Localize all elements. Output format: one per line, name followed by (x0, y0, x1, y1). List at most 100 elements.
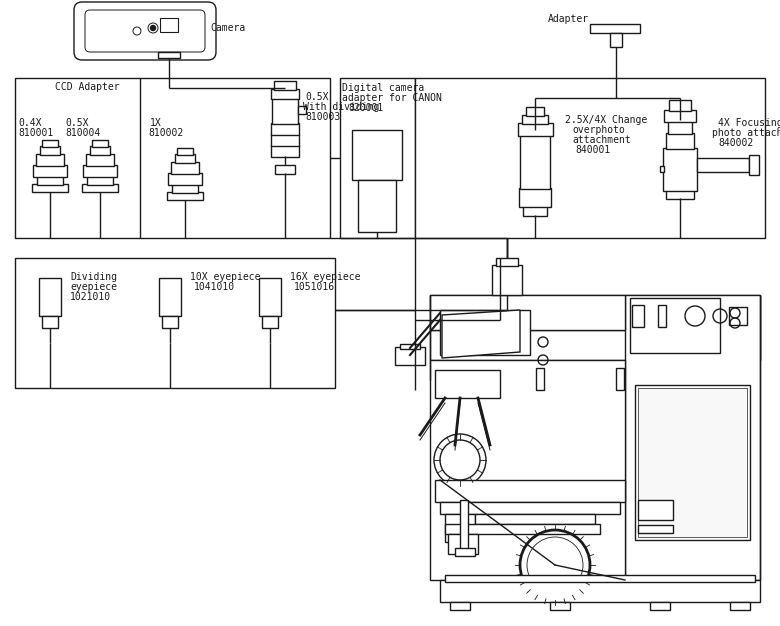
Text: 1X: 1X (150, 118, 161, 128)
Bar (658, 305, 666, 327)
Bar (630, 298, 720, 353)
Text: 840002: 840002 (718, 138, 753, 148)
Bar (450, 602, 470, 610)
Bar (445, 575, 755, 582)
Bar (522, 115, 548, 124)
Bar (729, 307, 747, 325)
Bar (271, 134, 299, 146)
Bar (172, 184, 198, 193)
Text: 1051016: 1051016 (294, 282, 335, 292)
Text: 0.5X: 0.5X (65, 118, 88, 128)
Bar (271, 89, 299, 99)
Bar (175, 154, 195, 163)
Bar (171, 162, 199, 174)
Text: 0.5X: 0.5X (305, 92, 328, 102)
Bar (83, 165, 117, 177)
Text: 4X Focusing: 4X Focusing (718, 118, 780, 128)
Text: adapter for CANON: adapter for CANON (342, 93, 442, 103)
Bar (616, 368, 624, 390)
Bar (33, 165, 67, 177)
Text: attachment: attachment (572, 135, 631, 145)
Bar (340, 78, 415, 238)
Text: 16X eyepiece: 16X eyepiece (290, 272, 360, 282)
Bar (625, 295, 760, 580)
Bar (496, 258, 518, 266)
Bar (160, 18, 178, 32)
Bar (158, 52, 180, 58)
Bar (271, 123, 299, 135)
Text: 820001: 820001 (348, 103, 383, 113)
Bar (660, 166, 664, 172)
Bar (90, 146, 110, 155)
Text: Dividing: Dividing (70, 272, 117, 282)
Bar (262, 316, 278, 328)
Text: 1041010: 1041010 (194, 282, 235, 292)
Text: 810002: 810002 (148, 128, 183, 138)
Bar (36, 154, 64, 166)
Text: 810001: 810001 (18, 128, 53, 138)
Bar (42, 140, 58, 147)
Bar (519, 188, 551, 207)
Bar (440, 310, 530, 355)
Bar (430, 295, 760, 330)
Circle shape (440, 440, 480, 480)
Bar (274, 81, 296, 90)
Bar (666, 190, 694, 199)
Bar (275, 165, 295, 174)
Bar (440, 580, 760, 602)
Bar (460, 500, 468, 550)
Polygon shape (442, 310, 520, 358)
Bar (37, 176, 63, 185)
Bar (86, 154, 114, 166)
FancyBboxPatch shape (85, 10, 205, 52)
Bar (663, 148, 697, 191)
Bar (430, 295, 625, 330)
Text: 840001: 840001 (575, 145, 610, 155)
Text: 1021010: 1021010 (70, 292, 111, 302)
Bar (177, 148, 193, 155)
Text: Camera: Camera (210, 23, 245, 33)
Bar (632, 305, 644, 327)
Bar (668, 121, 692, 134)
Bar (40, 146, 60, 155)
Text: photo attachment: photo attachment (712, 128, 780, 138)
Bar (526, 107, 544, 116)
Bar (666, 133, 694, 149)
Bar (168, 173, 202, 185)
Bar (415, 78, 765, 238)
Bar (664, 110, 696, 122)
Bar (520, 135, 550, 189)
Text: Adapter: Adapter (548, 14, 589, 24)
Bar (259, 278, 281, 316)
Bar (271, 145, 299, 157)
Text: 10X eyepiece: 10X eyepiece (190, 272, 261, 282)
Circle shape (151, 26, 155, 31)
Bar (518, 123, 553, 136)
Bar (475, 514, 595, 524)
Bar (440, 502, 620, 514)
Text: eyepiece: eyepiece (70, 282, 117, 292)
Bar (523, 206, 547, 216)
Bar (298, 106, 306, 114)
Bar (358, 180, 396, 232)
Bar (92, 140, 108, 147)
Bar (610, 33, 622, 47)
Bar (159, 278, 181, 316)
Bar (638, 500, 673, 520)
Bar (162, 316, 178, 328)
Bar (749, 155, 759, 175)
Bar (730, 602, 750, 610)
Bar (15, 258, 335, 388)
Bar (536, 368, 544, 390)
Bar (39, 278, 61, 316)
FancyBboxPatch shape (74, 2, 216, 60)
Bar (400, 344, 420, 349)
Bar (32, 184, 68, 192)
Bar (635, 385, 750, 540)
Text: 0.4X: 0.4X (18, 118, 41, 128)
Bar (435, 480, 625, 502)
Bar (550, 602, 570, 610)
Bar (435, 370, 500, 398)
Bar (492, 265, 522, 295)
Text: 2.5X/4X Change: 2.5X/4X Change (565, 115, 647, 125)
